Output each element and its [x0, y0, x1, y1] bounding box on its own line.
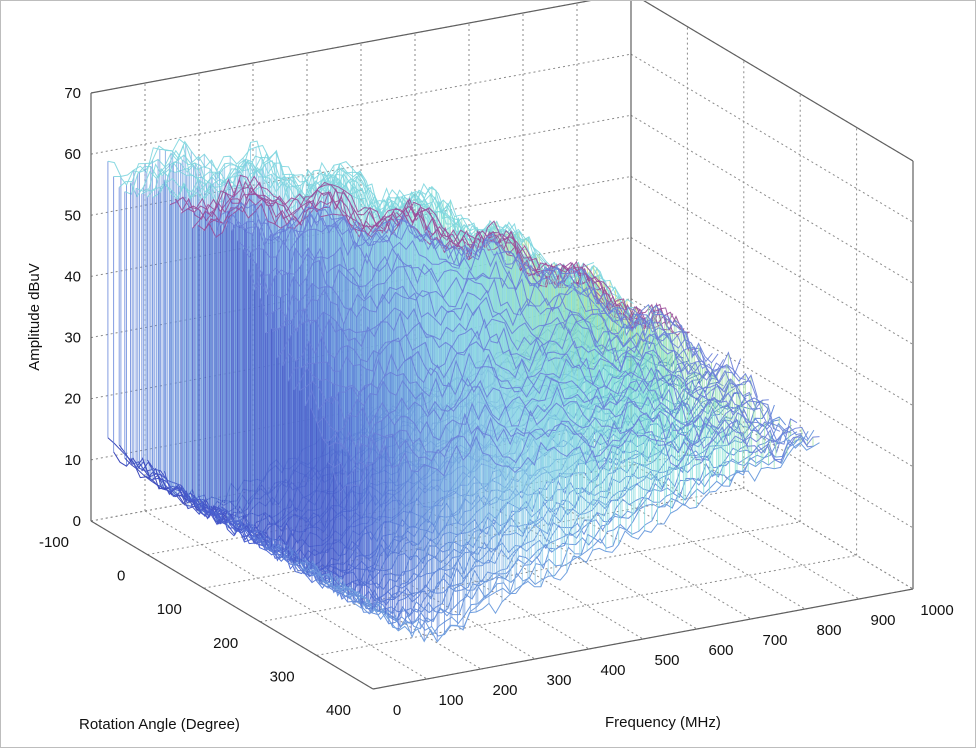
data-top-trace	[271, 305, 758, 398]
data-top-trace	[287, 337, 775, 429]
z-tick-label: 50	[64, 207, 81, 224]
data-top-trace	[259, 282, 747, 381]
series-slice-320	[327, 417, 815, 639]
z-tick-label: 20	[64, 391, 81, 408]
grid-line	[316, 554, 857, 656]
x-tick-label: 700	[762, 632, 787, 649]
data-top-trace	[248, 247, 736, 379]
data-top-trace	[333, 426, 820, 494]
y-tick-label: 400	[326, 702, 351, 719]
data-top-trace	[316, 400, 803, 454]
y-tick-label: 300	[270, 668, 295, 685]
x-axis-label: Frequency (MHz)	[605, 714, 721, 731]
axis-box-edge	[643, 1, 914, 162]
grid-line	[643, 1, 914, 162]
y-tick-label: 100	[157, 601, 182, 618]
data-top-trace	[192, 186, 679, 337]
z-axis-label: Amplitude dBuV	[26, 263, 43, 371]
data-top-trace	[327, 417, 814, 479]
data-top-trace	[118, 152, 606, 287]
z-tick-label: 10	[64, 452, 81, 469]
axis-box-edge	[90, 1, 592, 94]
data-top-trace	[293, 352, 781, 432]
grid-line	[630, 114, 914, 284]
z-tick-label: 70	[64, 85, 81, 102]
series-slice-290	[310, 385, 798, 625]
grid-line	[90, 420, 632, 522]
x-tick-label: 900	[870, 612, 895, 629]
x-tick-label: 100	[438, 692, 463, 709]
x-tick-label: 500	[654, 652, 679, 669]
z-tick-label: 40	[64, 268, 81, 285]
y-tick-label: -100	[39, 534, 69, 551]
z-tick-label: 0	[73, 513, 81, 530]
x-tick-label: 400	[600, 662, 625, 679]
data-top-trace	[265, 288, 753, 386]
y-axis-label: Rotation Angle (Degree)	[79, 716, 240, 733]
axis-box-edge	[90, 520, 374, 690]
x-tick-label: 800	[816, 622, 841, 639]
data-top-trace	[254, 259, 742, 380]
data-top-trace	[310, 385, 798, 445]
grid-line	[90, 53, 632, 155]
data-floor-trace	[333, 442, 820, 643]
x-tick-label: 300	[546, 672, 571, 689]
z-tick-label: 30	[64, 330, 81, 347]
data-top-trace	[141, 158, 629, 310]
series-slice-270	[299, 366, 787, 621]
grid-line	[147, 454, 688, 556]
data-top-trace	[321, 412, 809, 465]
x-tick-label: 200	[492, 682, 517, 699]
data-top-trace	[282, 330, 769, 410]
axis-box-edge	[372, 588, 914, 690]
y-tick-label: 200	[213, 635, 238, 652]
data-top-trace	[237, 224, 725, 375]
x-tick-label: 0	[393, 702, 401, 719]
series-slice-330	[333, 426, 820, 643]
data-top-trace	[304, 377, 792, 443]
grid-line	[630, 53, 914, 223]
series-slice-280	[304, 377, 792, 622]
grid-line	[203, 487, 744, 589]
grid-line	[260, 521, 801, 623]
data-top-trace	[242, 246, 730, 378]
grid-line	[630, 175, 914, 345]
data-layer	[107, 138, 820, 643]
x-tick-label: 600	[708, 642, 733, 659]
z-tick-label: 60	[64, 146, 81, 163]
x-tick-label: 1000	[920, 602, 953, 619]
series-slice-260	[293, 352, 781, 616]
y-tick-label: 0	[117, 568, 125, 585]
data-top-trace	[276, 311, 764, 412]
